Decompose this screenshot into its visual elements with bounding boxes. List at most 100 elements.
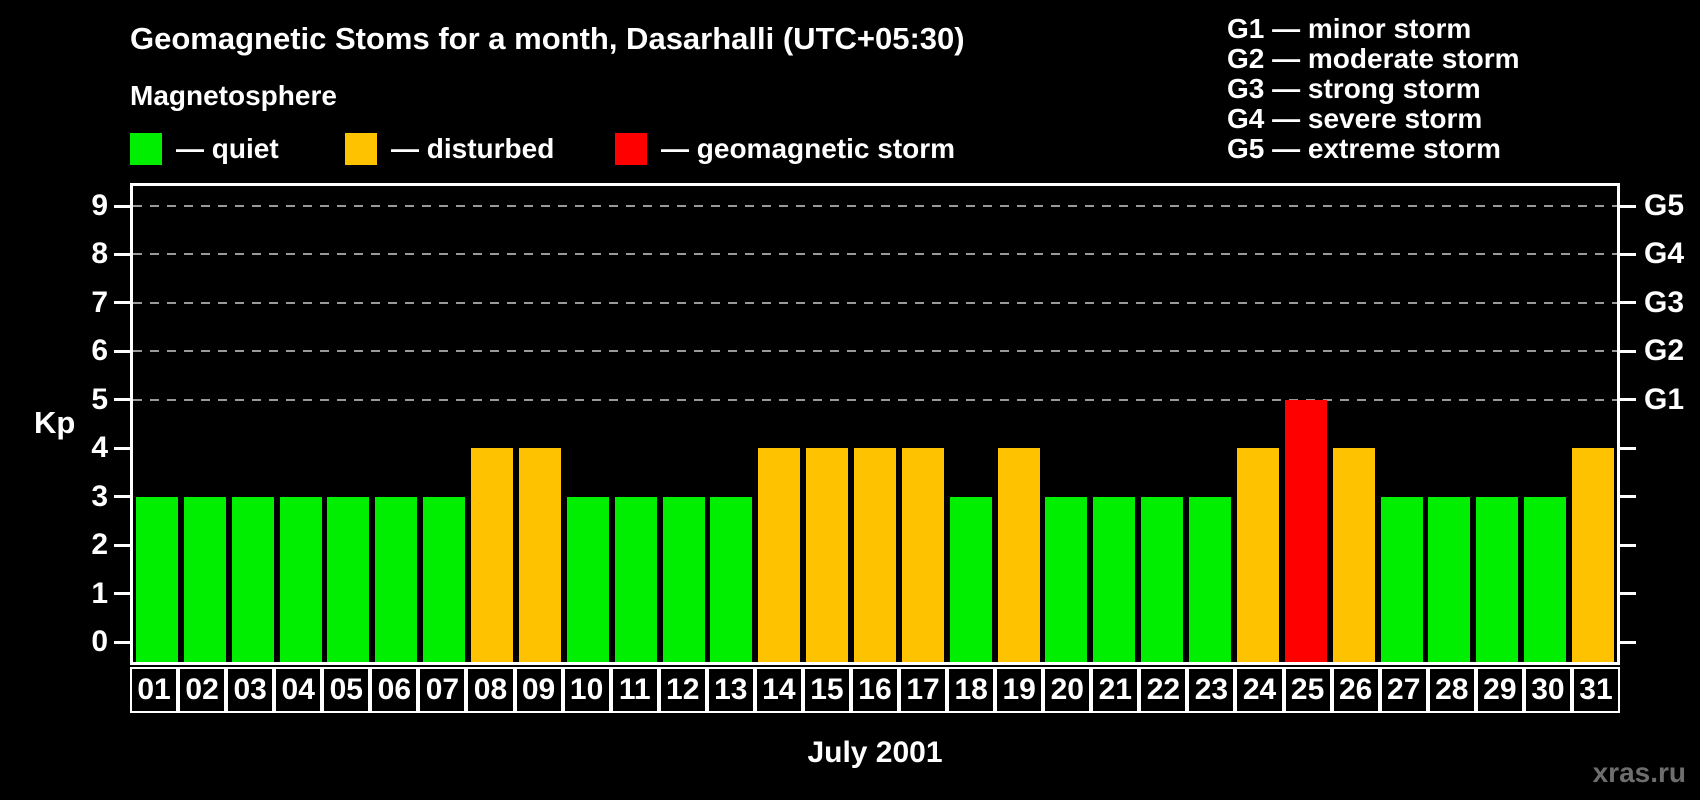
g-legend-line-4: G4 — severe storm <box>1227 103 1483 134</box>
left-tick-9 <box>114 204 130 208</box>
day-label-03: 03 <box>226 667 275 713</box>
day-label-12: 12 <box>658 667 707 713</box>
legend-label-quiet: — quiet <box>176 133 279 164</box>
day-label-10: 10 <box>562 667 611 713</box>
bar-day-11 <box>614 496 657 662</box>
bar-day-19 <box>997 448 1040 662</box>
bar-day-05 <box>327 496 370 662</box>
bar-day-06 <box>375 496 418 662</box>
bar-day-14 <box>758 448 801 662</box>
bar-day-16 <box>854 448 896 662</box>
bar-day-30 <box>1524 496 1567 662</box>
g-legend-line-5: G5 — extreme storm <box>1227 133 1501 164</box>
day-label-13: 13 <box>706 667 755 713</box>
legend-item-storm: — geomagnetic storm <box>615 133 955 165</box>
day-label-09: 09 <box>514 667 563 713</box>
g-tick-label-G5: G5 <box>1644 189 1685 222</box>
left-tick-3 <box>114 495 130 499</box>
day-label-27: 27 <box>1379 667 1428 713</box>
bar-day-24 <box>1236 448 1279 662</box>
bar-day-01 <box>135 496 178 662</box>
left-tick-7 <box>114 301 130 305</box>
g-tick-label-G3: G3 <box>1644 285 1685 319</box>
bar-day-25 <box>1284 399 1327 662</box>
day-label-23: 23 <box>1187 667 1236 713</box>
gridline-kp6 <box>133 350 1617 353</box>
gridline-kp8 <box>133 253 1617 256</box>
bar-day-26 <box>1332 448 1375 662</box>
bar-day-08 <box>471 448 514 662</box>
right-tick-2 <box>1620 543 1636 547</box>
y-tick-label-0: 0 <box>91 625 108 658</box>
day-label-04: 04 <box>274 667 323 713</box>
storm-swatch-icon <box>615 133 647 165</box>
legend-item-quiet: — quiet <box>130 133 279 165</box>
day-label-20: 20 <box>1043 667 1092 713</box>
y-tick-label-8: 8 <box>91 237 108 271</box>
bar-day-20 <box>1045 496 1088 662</box>
right-tick-9 <box>1620 204 1636 208</box>
right-tick-3 <box>1620 495 1636 499</box>
bar-day-28 <box>1428 496 1471 662</box>
y-tick-label-1: 1 <box>91 576 108 610</box>
gridline-kp9 <box>133 205 1617 207</box>
y-tick-label-2: 2 <box>91 528 108 562</box>
right-tick-8 <box>1620 252 1636 256</box>
legend-label-disturbed: — disturbed <box>391 133 555 164</box>
gridline-kp7 <box>133 301 1617 304</box>
day-label-16: 16 <box>850 667 900 713</box>
day-label-05: 05 <box>322 667 371 713</box>
day-label-06: 06 <box>370 667 419 713</box>
g-legend-line-2: G2 — moderate storm <box>1227 43 1520 74</box>
left-tick-6 <box>114 349 130 353</box>
y-axis-title: Kp <box>34 405 76 440</box>
day-label-18: 18 <box>947 667 996 713</box>
bar-day-13 <box>710 496 753 662</box>
left-tick-0 <box>114 640 130 644</box>
legend-heading: Magnetosphere <box>130 80 337 111</box>
bar-day-23 <box>1189 496 1232 662</box>
day-label-29: 29 <box>1475 667 1524 713</box>
g-legend-line-3: G3 — strong storm <box>1227 73 1481 104</box>
g-scale-legend: G1 — minor storm G2 — moderate storm G3 — … <box>1227 14 1520 164</box>
y-tick-label-5: 5 <box>91 382 108 416</box>
left-tick-8 <box>114 252 130 256</box>
day-label-31: 31 <box>1571 667 1620 713</box>
g-tick-label-G1: G1 <box>1644 382 1685 416</box>
plot-canvas <box>133 186 1617 662</box>
chart-title: Geomagnetic Stoms for a month, Dasarhall… <box>130 21 965 56</box>
gridline-kp5 <box>133 398 1617 401</box>
right-tick-0 <box>1620 640 1636 644</box>
g-legend-line-1: G1 — minor storm <box>1227 13 1472 44</box>
g-tick-label-G2: G2 <box>1644 334 1685 368</box>
day-label-11: 11 <box>610 667 659 713</box>
right-tick-4 <box>1620 446 1636 450</box>
day-label-30: 30 <box>1523 667 1572 713</box>
left-tick-1 <box>114 592 130 596</box>
bar-day-02 <box>183 496 226 662</box>
day-label-21: 21 <box>1091 667 1140 713</box>
bar-day-15 <box>806 448 849 662</box>
day-label-24: 24 <box>1235 667 1284 713</box>
right-tick-1 <box>1620 592 1636 596</box>
quiet-swatch-icon <box>130 133 162 165</box>
day-label-02: 02 <box>178 667 227 713</box>
day-label-07: 07 <box>418 667 467 713</box>
day-label-15: 15 <box>802 667 851 713</box>
y-tick-label-4: 4 <box>91 431 108 465</box>
day-label-19: 19 <box>995 667 1044 713</box>
bar-day-29 <box>1476 496 1519 662</box>
legend-item-disturbed: — disturbed <box>345 133 554 165</box>
day-label-14: 14 <box>754 667 803 713</box>
day-label-01: 01 <box>130 667 179 713</box>
day-label-26: 26 <box>1331 667 1380 713</box>
g-tick-label-G4: G4 <box>1644 237 1685 271</box>
y-tick-label-6: 6 <box>91 334 108 368</box>
left-tick-5 <box>114 398 130 402</box>
bar-day-12 <box>662 496 705 662</box>
bar-day-04 <box>279 496 322 662</box>
bar-day-10 <box>566 496 609 662</box>
x-axis-title: July 2001 <box>807 736 943 769</box>
y-tick-label-7: 7 <box>91 285 108 319</box>
y-tick-label-9: 9 <box>91 189 108 222</box>
